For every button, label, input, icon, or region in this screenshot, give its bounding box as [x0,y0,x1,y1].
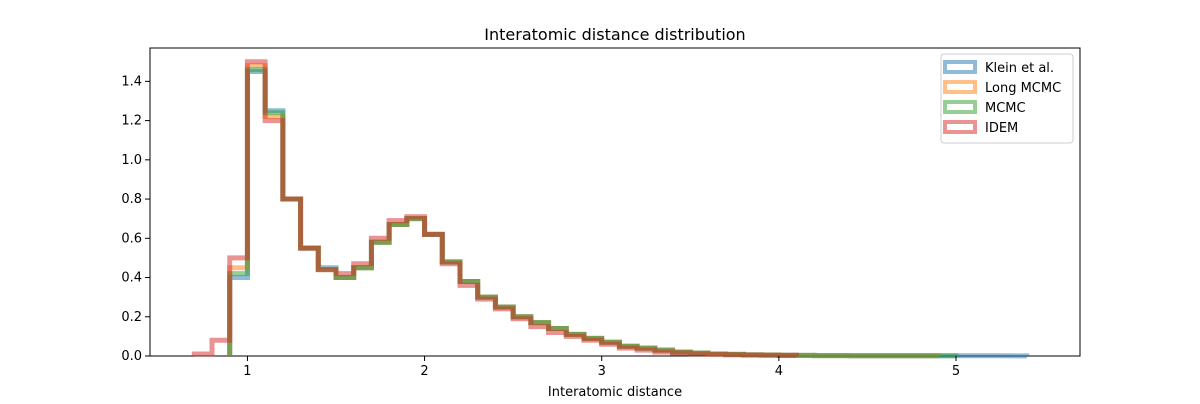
legend-label-mcmc: MCMC [985,101,1026,116]
chart-title: Interatomic distance distribution [484,25,745,44]
x-tick-label: 3 [598,364,606,379]
legend: Klein et al. Long MCMC MCMC IDEM [940,53,1074,144]
series-layer [191,59,1030,359]
legend-item-mcmc: MCMC [943,100,1026,116]
legend-label-idem: IDEM [985,121,1018,136]
legend-item-idem: IDEM [943,120,1018,136]
legend-swatch-long-mcmc [943,80,977,94]
x-tick-label: 4 [775,364,783,379]
y-tick-label: 0.6 [121,231,142,246]
x-axis-label: Interatomic distance [548,385,682,400]
y-tick-label: 0.2 [121,310,142,325]
y-tick-label: 0.8 [121,192,142,207]
legend-label-klein: Klein et al. [985,61,1054,76]
legend-item-long-mcmc: Long MCMC [943,80,1061,96]
legend-swatch-klein [943,60,977,74]
plot-area [149,47,1081,357]
series-line-idem [191,59,800,358]
legend-label-long-mcmc: Long MCMC [985,81,1061,96]
y-tick-label: 1.0 [121,153,142,168]
ticks-layer: 1 2 3 4 5 0.0 0.2 0.4 0.6 0.8 1.0 1.2 1.4 [121,74,960,379]
y-tick-label: 0.0 [121,349,142,364]
x-tick-label: 2 [420,364,428,379]
x-tick-label: 1 [243,364,251,379]
legend-swatch-mcmc [943,100,977,114]
y-tick-label: 1.4 [121,74,142,89]
y-tick-label: 1.2 [121,114,142,129]
y-tick-label: 0.4 [121,271,142,286]
legend-item-klein: Klein et al. [943,60,1054,76]
legend-swatch-idem [943,120,977,134]
x-tick-label: 5 [952,364,960,379]
